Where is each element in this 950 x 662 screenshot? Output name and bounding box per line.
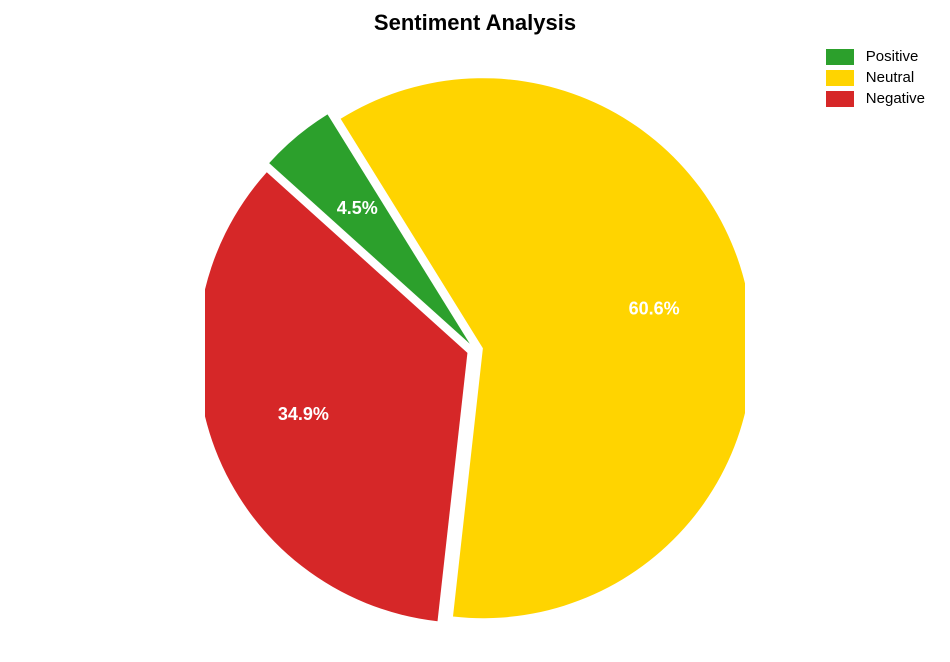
- legend-item-neutral: Neutral: [826, 69, 925, 86]
- legend-swatch-neutral: [826, 70, 854, 86]
- legend-label-positive: Positive: [866, 48, 919, 65]
- legend-item-positive: Positive: [826, 48, 925, 65]
- legend-swatch-negative: [826, 91, 854, 107]
- legend-item-negative: Negative: [826, 90, 925, 107]
- pie-label-negative: 34.9%: [278, 404, 329, 424]
- legend: Positive Neutral Negative: [826, 48, 925, 111]
- pie-chart: 4.5% 60.6% 34.9%: [205, 60, 745, 640]
- legend-label-neutral: Neutral: [866, 69, 914, 86]
- legend-label-negative: Negative: [866, 90, 925, 107]
- chart-title: Sentiment Analysis: [0, 10, 950, 36]
- legend-swatch-positive: [826, 49, 854, 65]
- chart-container: Sentiment Analysis 4.5% 60.6% 34.9% Positi…: [0, 0, 950, 662]
- pie-label-positive: 4.5%: [337, 198, 378, 218]
- pie-label-neutral: 60.6%: [629, 298, 680, 318]
